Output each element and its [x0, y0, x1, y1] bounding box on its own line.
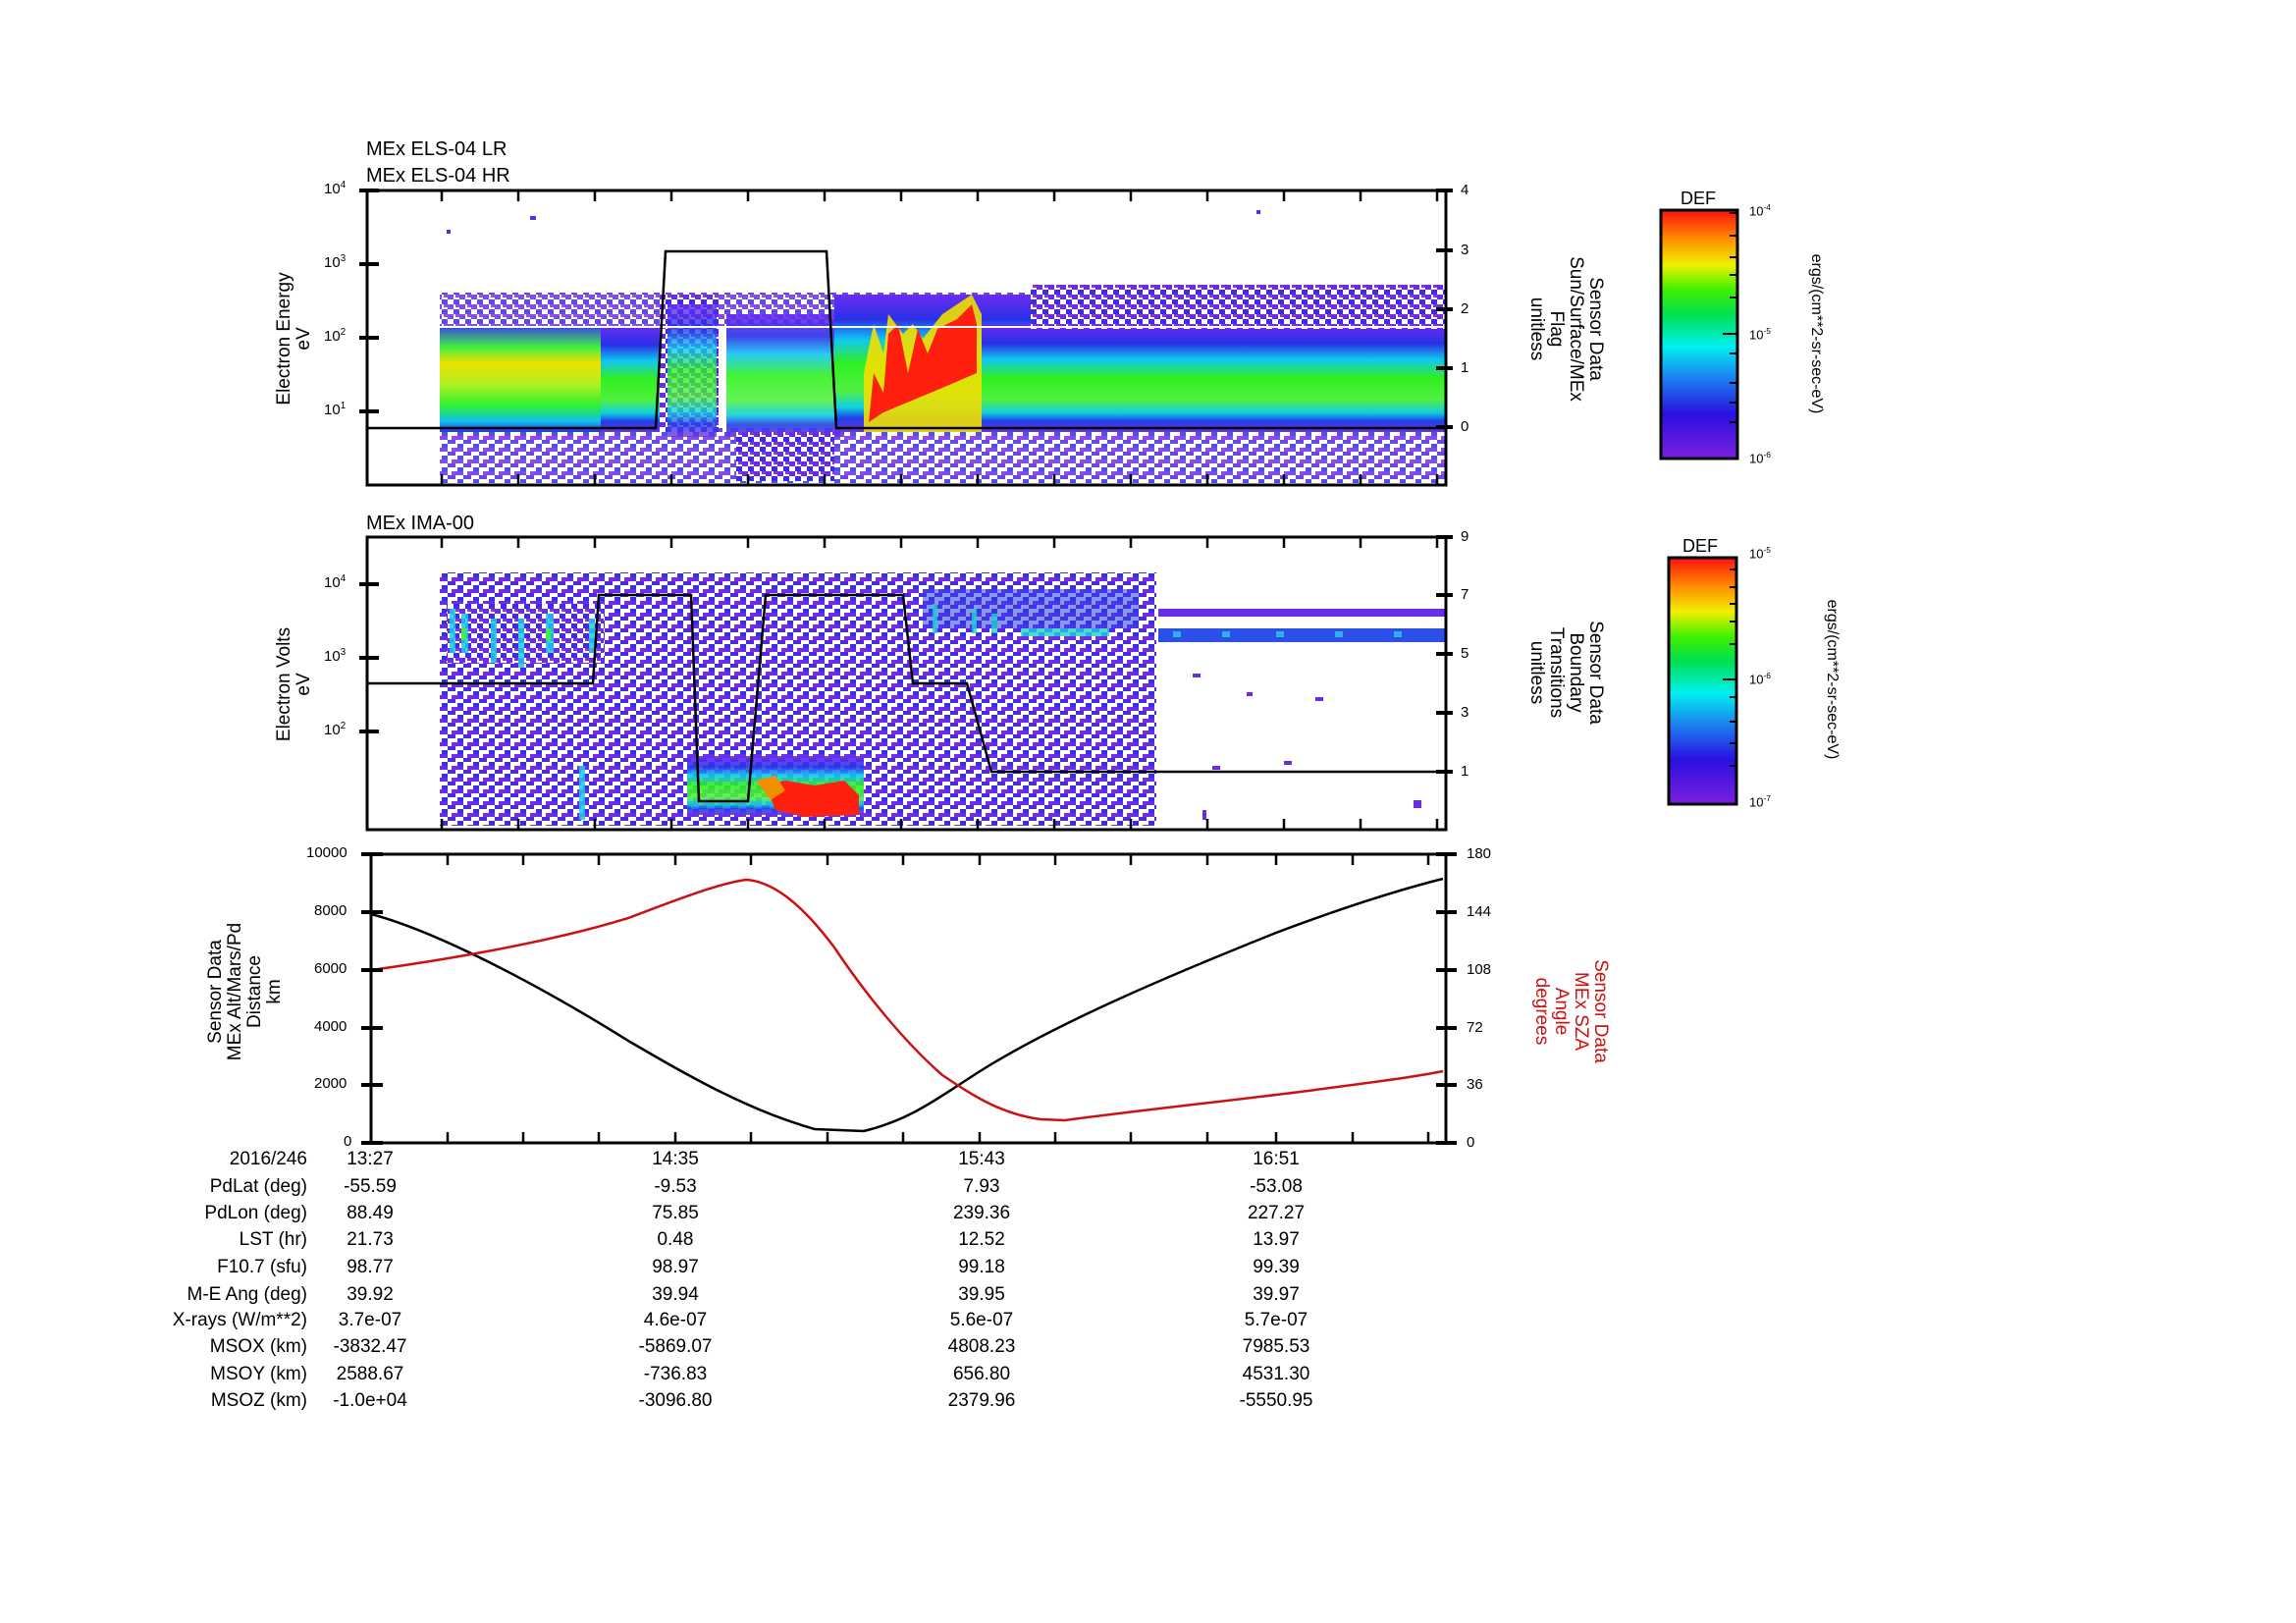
ima-ytick-1e3: 103	[324, 647, 347, 665]
els-colorbar-bottom: 10-6	[1749, 450, 1771, 466]
els-ytick-1e1: 101	[324, 401, 347, 418]
els-colorbar-title: DEF	[1681, 189, 1716, 208]
ephemeris-row-f107: F10.7 (sfu) 98.77 98.97 99.18 99.39	[217, 1257, 1300, 1277]
ima-rtick-3: 3	[1461, 704, 1469, 721]
orbit-rtick-36: 36	[1467, 1076, 1483, 1093]
orbit-ytick-6000: 6000	[314, 960, 347, 977]
orbit-ytick-8000: 8000	[314, 902, 347, 919]
orbit-rtick-144: 144	[1467, 903, 1492, 920]
els-ylabel: Electron Energy eV	[274, 272, 314, 406]
ima-colorbar-mid: 10-6	[1749, 671, 1771, 687]
ephemeris-row-me-ang: M-E Ang (deg) 39.92 39.94 39.95 39.97	[187, 1284, 1300, 1305]
els-rtick-0: 0	[1461, 418, 1469, 435]
ima-colorbar	[1667, 556, 1738, 806]
time-tick: 16:51	[1253, 1149, 1300, 1169]
orbit-ytick-0: 0	[344, 1133, 352, 1150]
orbit-lines	[370, 877, 1444, 1133]
orbit-rtick-72: 72	[1467, 1019, 1483, 1036]
ephemeris-row-msoy: MSOY (km) 2588.67 -736.83 656.80 4531.30	[210, 1364, 1310, 1384]
orbit-rtick-180: 180	[1467, 845, 1492, 862]
orbit-ytick-2000: 2000	[314, 1075, 347, 1092]
els-title-lr: MEx ELS-04 LR	[366, 138, 507, 160]
ephemeris-time-row: 2016/246 13:27 14:35 15:43 16:51	[0, 1149, 2296, 1172]
ephemeris-row-pdlat: PdLat (deg) -55.59 -9.53 7.93 -53.08	[209, 1176, 1303, 1197]
orbit-ylabel: Sensor Data MEx Alt/Mars/Pd Distance km	[205, 922, 285, 1061]
ima-rtick-5: 5	[1461, 645, 1469, 662]
els-colorbar	[1659, 208, 1739, 460]
els-colorbar-top: 10-4	[1749, 202, 1771, 219]
date-label: 2016/246	[229, 1149, 307, 1169]
ima-right-ylabel: Sensor Data Boundary Transitions unitles…	[1526, 621, 1606, 725]
els-spectrogram	[367, 210, 1446, 483]
els-right-ylabel: Sensor Data Sun/Surface/MEx Flag unitles…	[1526, 256, 1606, 402]
els-rtick-2: 2	[1461, 300, 1469, 317]
time-tick: 13:27	[347, 1149, 394, 1169]
els-colorbar-units: ergs/(cm**2-sr-sec-eV)	[1808, 253, 1825, 414]
ephemeris-row-lst: LST (hr) 21.73 0.48 12.52 13.97	[239, 1229, 1300, 1250]
ima-rtick-7: 7	[1461, 586, 1469, 603]
els-title-hr: MEx ELS-04 HR	[366, 165, 510, 187]
ima-ylabel: Electron Volts eV	[274, 626, 314, 742]
ephemeris-row-msoz: MSOZ (km) -1.0e+04 -3096.80 2379.96 -555…	[210, 1390, 1313, 1411]
orbit-ytick-10000: 10000	[306, 844, 347, 861]
els-rtick-3: 3	[1461, 242, 1469, 258]
axes-frames	[365, 189, 1448, 1145]
orbit-rtick-108: 108	[1467, 961, 1492, 978]
y-ticks	[359, 189, 1457, 1145]
ima-title: MEx IMA-00	[366, 513, 475, 534]
ima-colorbar-units: ergs/(cm**2-sr-sec-eV)	[1824, 599, 1841, 760]
ima-ytick-1e2: 102	[324, 721, 347, 738]
els-ytick-1e3: 103	[324, 253, 347, 271]
ima-colorbar-title: DEF	[1682, 536, 1718, 556]
ephemeris-row-msox: MSOX (km) -3832.47 -5869.07 4808.23 7985…	[209, 1336, 1310, 1357]
ima-spectrogram	[367, 572, 1446, 826]
orbit-ytick-4000: 4000	[314, 1018, 347, 1035]
time-tick: 15:43	[958, 1149, 1005, 1169]
els-rtick-1: 1	[1461, 359, 1469, 376]
time-ticks	[440, 190, 1439, 1143]
ima-colorbar-top: 10-5	[1749, 545, 1771, 562]
ima-ytick-1e4: 104	[324, 573, 347, 591]
ephemeris-row-pdlon: PdLon (deg) 88.49 75.85 239.36 227.27	[204, 1203, 1306, 1223]
ima-rtick-1: 1	[1461, 763, 1469, 780]
orbit-right-ylabel: Sensor Data MEx SZA Angle degrees	[1531, 959, 1611, 1063]
els-ytick-1e4: 104	[324, 180, 347, 197]
els-ytick-1e2: 102	[324, 327, 347, 345]
ima-rtick-9: 9	[1461, 528, 1469, 545]
orbit-rtick-0: 0	[1467, 1134, 1475, 1151]
ima-colorbar-bottom: 10-7	[1749, 793, 1771, 810]
ephemeris-row-xrays: X-rays (W/m**2) 3.7e-07 4.6e-07 5.6e-07 …	[172, 1310, 1308, 1330]
time-tick: 14:35	[652, 1149, 699, 1169]
els-rtick-4: 4	[1461, 182, 1469, 198]
els-colorbar-mid: 10-5	[1749, 326, 1771, 343]
